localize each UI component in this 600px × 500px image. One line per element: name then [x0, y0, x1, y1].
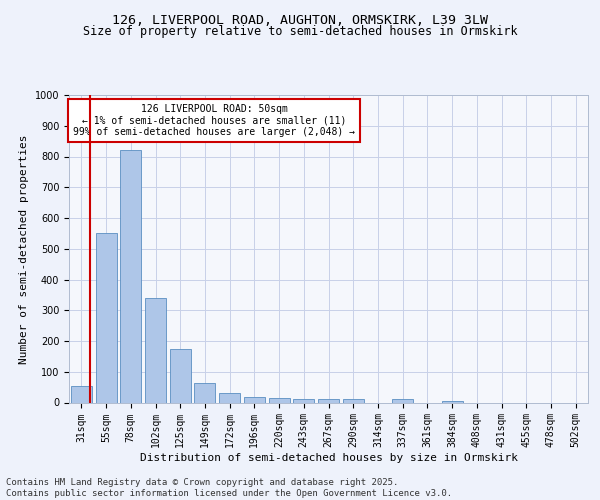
Bar	[392, 400, 413, 402]
Bar	[219, 392, 240, 402]
Text: 126, LIVERPOOL ROAD, AUGHTON, ORMSKIRK, L39 3LW: 126, LIVERPOOL ROAD, AUGHTON, ORMSKIRK, …	[112, 14, 488, 27]
Bar	[442, 401, 463, 402]
Bar	[95, 234, 116, 402]
Bar	[71, 386, 92, 402]
Text: Contains HM Land Registry data © Crown copyright and database right 2025.
Contai: Contains HM Land Registry data © Crown c…	[6, 478, 452, 498]
Y-axis label: Number of semi-detached properties: Number of semi-detached properties	[19, 134, 29, 364]
Text: Size of property relative to semi-detached houses in Ormskirk: Size of property relative to semi-detach…	[83, 25, 517, 38]
Bar	[293, 399, 314, 402]
Text: 126 LIVERPOOL ROAD: 50sqm
← 1% of semi-detached houses are smaller (11)
99% of s: 126 LIVERPOOL ROAD: 50sqm ← 1% of semi-d…	[73, 104, 355, 138]
Bar	[120, 150, 141, 402]
Bar	[145, 298, 166, 403]
Bar	[194, 382, 215, 402]
Bar	[170, 348, 191, 403]
X-axis label: Distribution of semi-detached houses by size in Ormskirk: Distribution of semi-detached houses by …	[139, 453, 517, 463]
Bar	[318, 399, 339, 402]
Bar	[269, 398, 290, 402]
Bar	[343, 400, 364, 402]
Bar	[244, 397, 265, 402]
